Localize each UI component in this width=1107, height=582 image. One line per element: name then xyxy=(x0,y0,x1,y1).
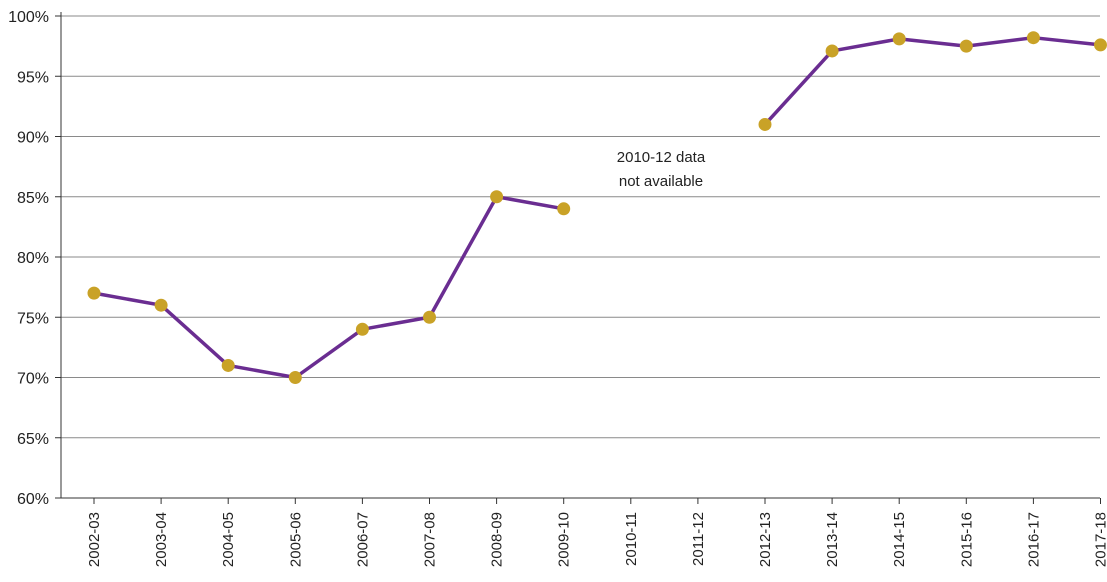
y-tick-label: 95% xyxy=(17,69,49,86)
x-tick-label: 2015-16 xyxy=(958,512,975,567)
y-tick-label: 80% xyxy=(17,250,49,267)
y-tick-label: 90% xyxy=(17,130,49,147)
y-tick-label: 65% xyxy=(17,431,49,448)
annotation-line-1: 2010-12 data xyxy=(617,149,706,166)
data-point xyxy=(288,371,302,384)
data-point xyxy=(825,44,839,58)
series-markers xyxy=(87,31,1107,384)
data-point xyxy=(221,358,235,372)
data-point xyxy=(87,286,101,300)
series-lines xyxy=(92,35,1103,380)
x-tick-label: 2005-06 xyxy=(287,512,304,567)
data-point xyxy=(423,310,436,324)
data-point xyxy=(557,202,571,216)
x-tick-label: 2007-08 xyxy=(422,512,439,567)
series-line-segment xyxy=(159,303,230,368)
y-tick-label: 75% xyxy=(17,310,49,327)
y-tick-label: 85% xyxy=(17,190,49,207)
x-tick-label: 2002-03 xyxy=(86,512,103,567)
x-tick-label: 2013-14 xyxy=(824,512,841,567)
series-line-segment xyxy=(494,195,566,211)
data-point xyxy=(758,117,772,131)
y-axis-ticks: 60% 65% 70% 75% 80% 85% 90% 95% 100% xyxy=(8,9,61,508)
x-tick-label: 2006-07 xyxy=(354,512,371,567)
series-line-segment xyxy=(427,195,499,319)
x-tick-label: 2003-04 xyxy=(153,512,170,567)
y-tick-label: 100% xyxy=(8,9,49,26)
x-tick-label: 2009-10 xyxy=(556,512,573,567)
x-tick-label: 2004-05 xyxy=(220,512,237,567)
data-point xyxy=(959,39,973,53)
data-point xyxy=(490,190,504,204)
data-point xyxy=(355,322,369,336)
data-point xyxy=(1026,31,1040,45)
y-tick-label: 70% xyxy=(17,371,49,388)
x-axis-ticks: 2002-03 2003-04 2004-05 2005-06 2006-07 2007-… xyxy=(86,498,1107,567)
series-line-segment xyxy=(92,291,163,307)
annotation-line-2: not available xyxy=(619,173,703,190)
x-tick-label: 2016-17 xyxy=(1025,512,1042,567)
series-line-segment xyxy=(1031,35,1103,47)
data-point xyxy=(892,32,906,46)
y-tick-label: 60% xyxy=(17,491,49,508)
series-line-segment xyxy=(964,35,1036,48)
series-line-segment xyxy=(293,327,365,380)
axes xyxy=(60,12,1100,499)
x-tick-label: 2017-18 xyxy=(1093,512,1107,567)
x-tick-label: 2014-15 xyxy=(891,512,908,567)
series-line-segment xyxy=(360,315,432,332)
gridlines xyxy=(61,15,1100,439)
data-point xyxy=(1094,38,1107,52)
x-tick-label: 2010-11 xyxy=(623,512,640,566)
x-tick-label: 2011-12 xyxy=(690,512,707,566)
series-line-segment xyxy=(226,363,298,380)
x-tick-label: 2012-13 xyxy=(757,512,774,567)
x-tick-label: 2008-09 xyxy=(489,512,506,567)
series-line-segment xyxy=(897,37,969,48)
data-point xyxy=(154,298,168,312)
series-line-segment xyxy=(830,37,901,53)
series-line-segment xyxy=(763,49,834,127)
